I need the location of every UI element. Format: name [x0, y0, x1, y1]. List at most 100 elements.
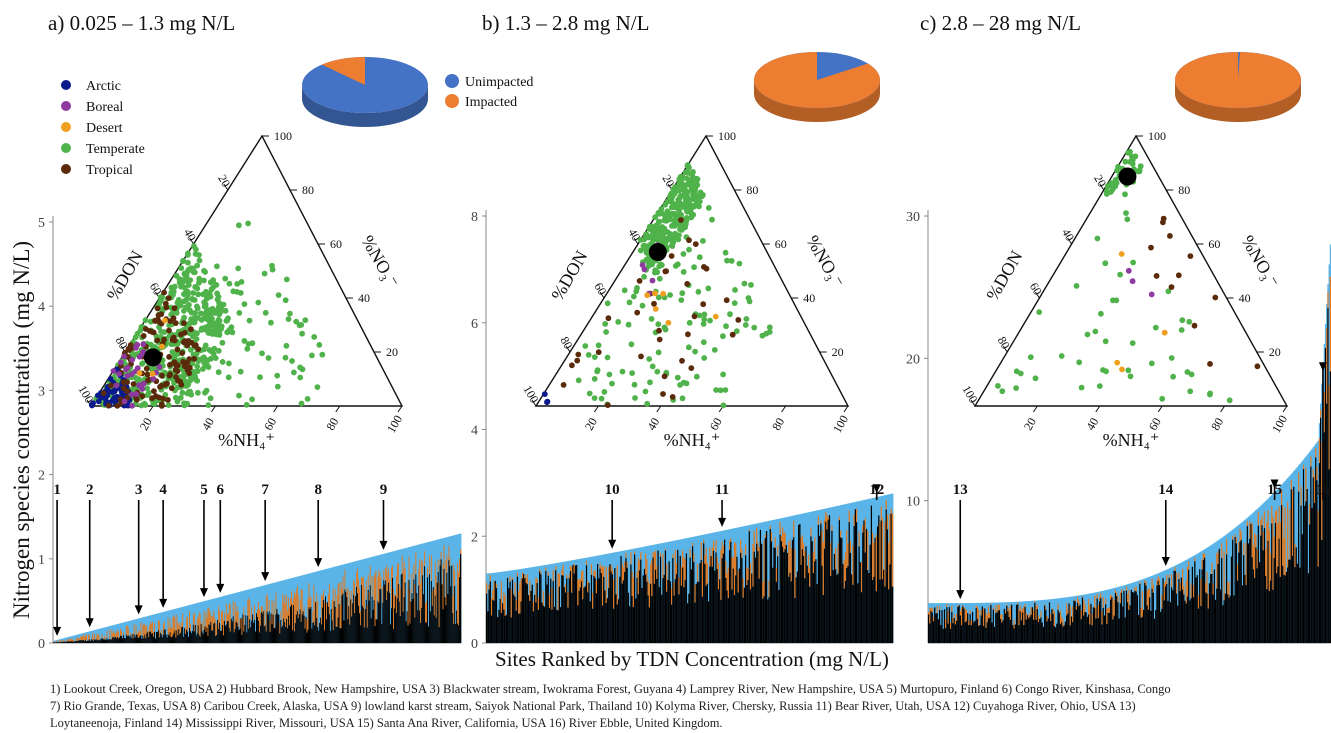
bar-don	[175, 629, 177, 638]
legend-label-desert: Desert	[86, 121, 123, 136]
bar-don	[1316, 466, 1318, 481]
bar-din	[293, 631, 296, 643]
ternary-point-arctic	[95, 398, 102, 405]
bar-din	[394, 595, 397, 643]
bar-tdn	[359, 559, 362, 643]
ternary-point-temperate	[1123, 210, 1129, 217]
ternary-point-temperate	[207, 293, 214, 300]
ternary-point-temperate	[748, 282, 754, 288]
ternary-point-temperate	[194, 262, 201, 269]
arrow-head	[134, 605, 143, 615]
arrow-head	[199, 588, 208, 598]
bar-don	[1117, 596, 1119, 603]
ternary-point-temperate	[180, 257, 187, 264]
ternary-point-temperate	[686, 319, 693, 326]
bar-din	[498, 609, 500, 643]
bar-don	[801, 535, 804, 550]
bar-din	[1125, 590, 1128, 643]
ternary-point-temperate	[230, 288, 237, 295]
bar-don	[301, 589, 303, 615]
legend-label-tropical: Tropical	[86, 163, 133, 178]
bar-din	[959, 615, 962, 643]
ternary-point-temperate	[692, 348, 698, 355]
bar-don	[493, 581, 495, 601]
bar-don	[1190, 583, 1193, 599]
bar-din	[320, 617, 322, 643]
bar-don	[132, 633, 134, 639]
bar-don	[1179, 582, 1182, 592]
bar-din	[1244, 574, 1246, 643]
bar-din	[562, 575, 564, 643]
bar-din	[377, 601, 379, 643]
bar-tdn	[993, 602, 996, 643]
bar-don	[120, 628, 122, 636]
bar-tdn	[107, 626, 109, 643]
ternary-point-temperate	[216, 307, 223, 314]
bar-don	[590, 564, 593, 575]
bar-don	[103, 637, 105, 640]
bar-tdn	[134, 619, 136, 643]
bar-din	[852, 584, 854, 643]
bar-din	[652, 557, 655, 643]
legend-marker-unimpacted	[445, 74, 459, 88]
bar-din	[165, 634, 167, 643]
bar-don	[440, 551, 442, 560]
bar-din	[372, 609, 374, 643]
bar-din	[292, 605, 295, 643]
bar-din	[1092, 607, 1095, 643]
bar-din	[379, 588, 381, 643]
bar-din	[142, 635, 144, 643]
bar-din	[192, 624, 195, 643]
bar-don	[1024, 603, 1026, 607]
ternary-point-boreal	[133, 391, 140, 397]
ternary-point-arctic	[541, 391, 548, 397]
site-arrow-1: 1	[53, 482, 62, 636]
bar-din	[1036, 609, 1039, 643]
bar-din	[868, 573, 870, 643]
bar-don	[312, 610, 314, 623]
ternary-mean-point	[648, 243, 667, 262]
bar-don	[653, 552, 656, 584]
ternary-point-temperate	[226, 360, 232, 367]
bar-din	[1254, 578, 1256, 643]
bar-din	[1256, 568, 1259, 643]
bar-din	[928, 614, 930, 643]
bar-don	[1114, 589, 1117, 594]
bar-din	[145, 638, 147, 643]
ternary-point-desert	[1161, 329, 1168, 336]
bar-din	[521, 578, 524, 643]
bar-don	[721, 541, 724, 559]
bar-don	[98, 636, 100, 640]
ternary-point-tropical	[130, 381, 137, 387]
bar-don	[1029, 613, 1031, 617]
ternary-point-temperate	[668, 210, 675, 217]
bar-din	[487, 611, 489, 643]
bar-don	[260, 605, 263, 613]
bar-din	[1117, 602, 1119, 643]
bar-don	[1249, 521, 1251, 539]
bar-din	[267, 614, 269, 643]
bar-din	[951, 611, 953, 643]
bar-din	[569, 571, 572, 643]
bar-din	[579, 587, 582, 643]
bar-din	[1019, 611, 1022, 643]
bar-din	[1118, 618, 1121, 643]
bar-don	[229, 604, 232, 632]
bar-din	[1139, 583, 1141, 643]
bar-din	[1156, 585, 1158, 643]
bar-din	[125, 634, 128, 643]
ternary-point-temperate	[722, 249, 729, 256]
bar-don	[636, 571, 638, 578]
bar-don	[1206, 571, 1208, 594]
bar-din	[78, 640, 80, 643]
bar-don	[137, 632, 139, 638]
bar-tdn	[857, 501, 859, 643]
ternary-point-desert	[652, 290, 658, 297]
bar-don	[452, 595, 454, 614]
bar-don	[186, 617, 188, 630]
bar-din	[285, 626, 287, 643]
bar-don	[728, 540, 731, 551]
bar-din	[150, 631, 152, 643]
bar-din	[674, 579, 677, 643]
bar-don	[1067, 609, 1069, 614]
